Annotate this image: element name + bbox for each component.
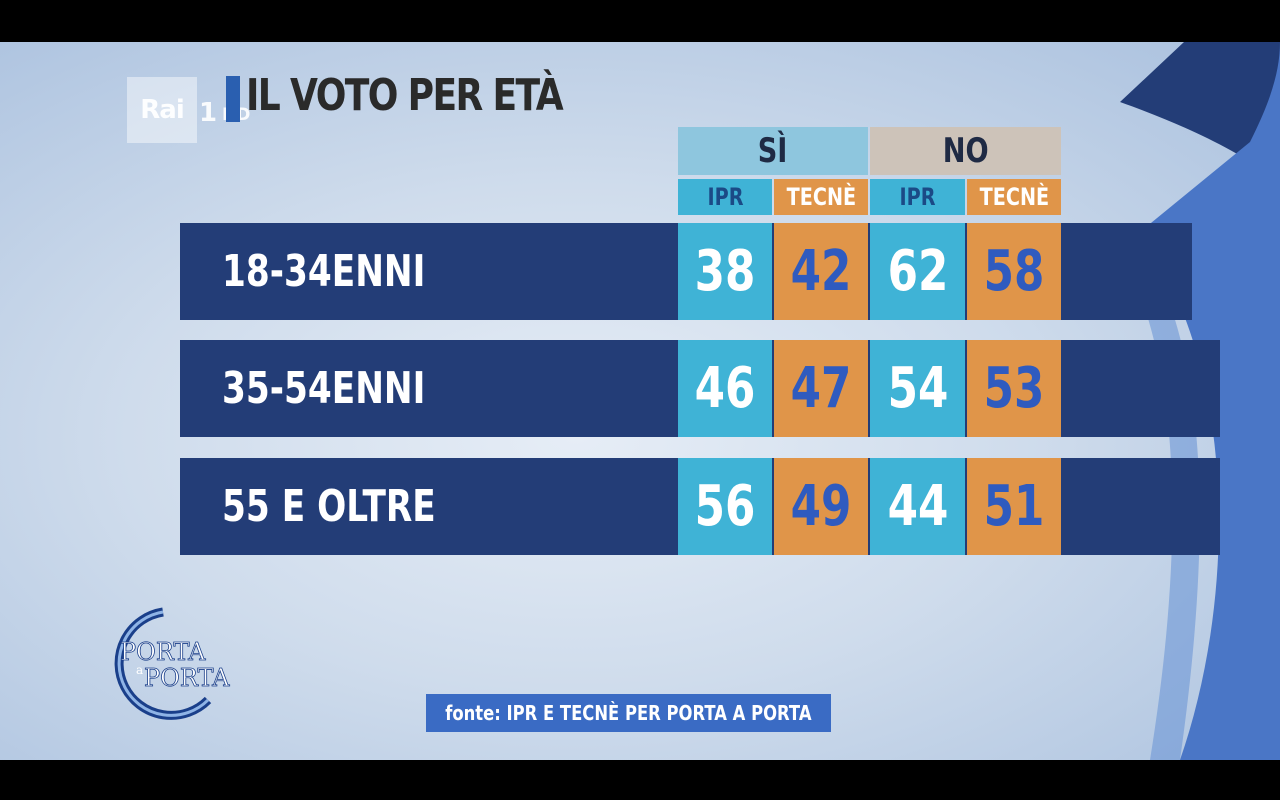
- cell-18-34-no-tecne: 58: [967, 223, 1061, 320]
- subheader-si-tecne: TECNÈ: [774, 179, 868, 215]
- group-header-si: SÌ: [678, 127, 868, 175]
- group-header-no-label: NO: [942, 131, 989, 171]
- cell-55-oltre-si-tecne-value: 49: [790, 474, 852, 539]
- subheader-no-ipr: IPR: [870, 179, 965, 215]
- cell-35-54-si-ipr-value: 46: [694, 356, 756, 421]
- rai-channel-number: 1: [199, 98, 218, 128]
- row-label-55-oltre-text: 55 E OLTRE: [222, 481, 436, 532]
- subheader-no-ipr-label: IPR: [899, 183, 936, 211]
- row-label-55-oltre: 55 E OLTRE: [222, 458, 496, 555]
- cell-35-54-no-ipr: 54: [870, 340, 965, 437]
- cell-55-oltre-no-tecne-value: 51: [983, 474, 1045, 539]
- cell-18-34-si-ipr: 38: [678, 223, 772, 320]
- cell-35-54-si-tecne: 47: [774, 340, 868, 437]
- subheader-si-ipr: IPR: [678, 179, 772, 215]
- source-caption-text: fonte: IPR E TECNÈ PER PORTA A PORTA: [445, 701, 812, 725]
- cell-18-34-si-ipr-value: 38: [694, 239, 756, 304]
- cell-35-54-si-ipr: 46: [678, 340, 772, 437]
- cell-55-oltre-si-tecne: 49: [774, 458, 868, 555]
- row-label-18-34-text: 18-34ENNI: [222, 246, 426, 297]
- title-accent-bar: [226, 76, 240, 122]
- cell-18-34-no-ipr: 62: [870, 223, 965, 320]
- cell-18-34-no-ipr-value: 62: [887, 239, 948, 304]
- source-caption: fonte: IPR E TECNÈ PER PORTA A PORTA: [426, 694, 831, 732]
- cell-55-oltre-si-ipr: 56: [678, 458, 772, 555]
- chart-title: IL VOTO PER ETÀ: [246, 70, 564, 121]
- group-header-si-label: SÌ: [758, 131, 788, 171]
- pap-logo-line3: PORTA: [144, 664, 230, 692]
- cell-18-34-no-tecne-value: 58: [983, 239, 1045, 304]
- cell-35-54-no-ipr-value: 54: [887, 356, 948, 421]
- cell-55-oltre-no-ipr-value: 44: [887, 474, 948, 539]
- cell-35-54-si-tecne-value: 47: [790, 356, 852, 421]
- cell-35-54-no-tecne: 53: [967, 340, 1061, 437]
- pap-logo-line1: PORTA: [120, 638, 206, 666]
- row-label-35-54: 35-54ENNI: [222, 340, 483, 437]
- cell-18-34-si-tecne-value: 42: [790, 239, 852, 304]
- subheader-no-tecne-label: TECNÈ: [979, 183, 1049, 211]
- cell-55-oltre-no-ipr: 44: [870, 458, 965, 555]
- rai-logo-text: Rai: [140, 95, 184, 125]
- cell-18-34-si-tecne: 42: [774, 223, 868, 320]
- rai-logo: Rai: [127, 77, 197, 143]
- porta-a-porta-logo: PORTA a PORTA: [114, 607, 231, 720]
- subheader-si-tecne-label: TECNÈ: [786, 183, 856, 211]
- subheader-si-ipr-label: IPR: [707, 183, 743, 211]
- cell-55-oltre-no-tecne: 51: [967, 458, 1061, 555]
- pap-logo-line2: a: [136, 663, 143, 677]
- subheader-no-tecne: TECNÈ: [967, 179, 1061, 215]
- cell-35-54-no-tecne-value: 53: [983, 356, 1045, 421]
- row-label-35-54-text: 35-54ENNI: [222, 363, 426, 414]
- cell-55-oltre-si-ipr-value: 56: [694, 474, 756, 539]
- broadcast-frame: Rai 1 HD IL VOTO PER ETÀ SÌ NO IPR TECNÈ…: [0, 42, 1280, 760]
- group-header-no: NO: [870, 127, 1061, 175]
- row-label-18-34: 18-34ENNI: [222, 223, 483, 320]
